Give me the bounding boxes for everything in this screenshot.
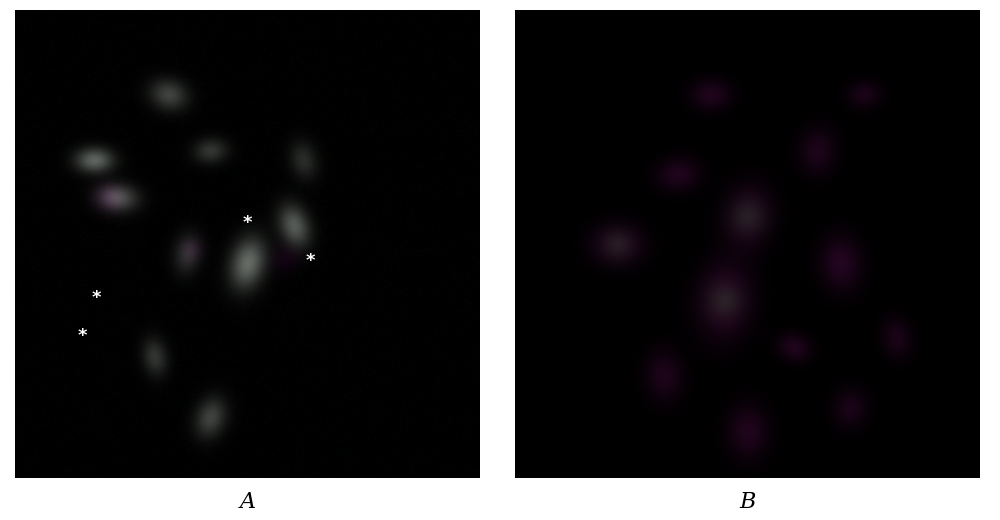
Text: *: * xyxy=(306,252,315,270)
Text: *: * xyxy=(92,289,101,307)
Text: *: * xyxy=(78,327,87,345)
Text: A: A xyxy=(240,491,256,513)
Text: B: B xyxy=(740,491,756,513)
Text: *: * xyxy=(243,214,252,232)
